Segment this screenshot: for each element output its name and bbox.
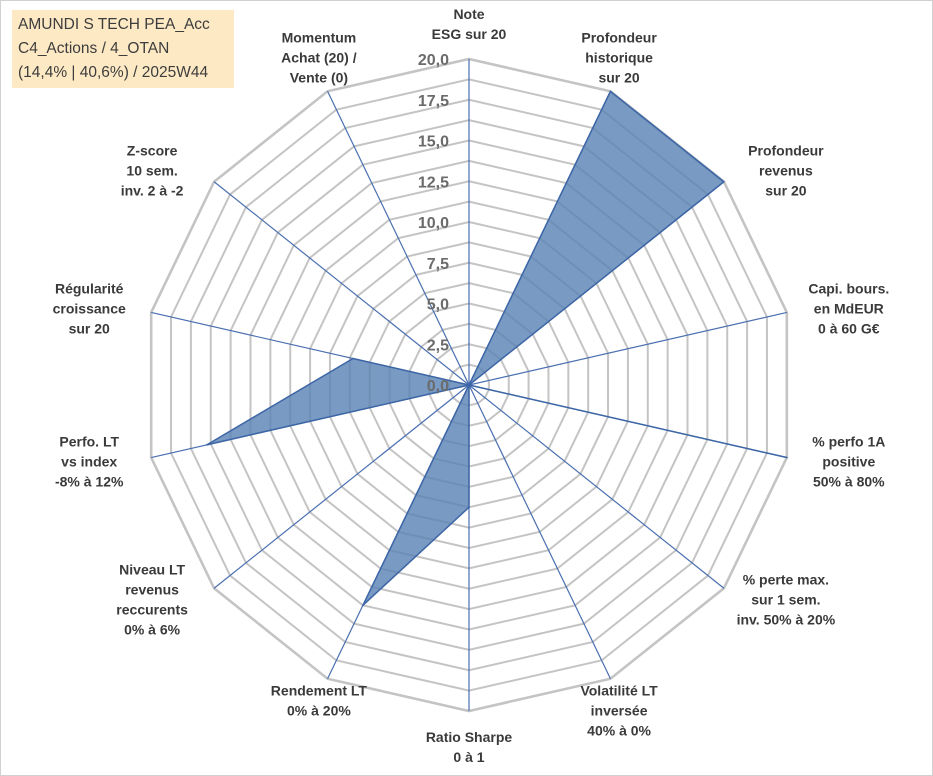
axis-label: Capi. bours. en MdEUR 0 à 60 G€	[808, 281, 889, 337]
axis-label-line: 40% à 0%	[587, 723, 651, 739]
axis-spoke	[468, 384, 725, 589]
axis-label: Régularité croissance sur 20	[53, 281, 126, 337]
axis-label-line: Z-score	[127, 143, 178, 159]
fund-name: AMUNDI S TECH PEA_Acc	[18, 16, 210, 33]
axis-label-line: inv. 2 à -2	[121, 183, 184, 199]
fund-title-box: AMUNDI S TECH PEA_Acc C4_Actions / 4_OTA…	[12, 10, 234, 88]
axis-label-line: Niveau LT	[119, 562, 185, 578]
axis-spoke	[468, 311, 787, 386]
axis-label-line: Capi. bours.	[808, 281, 889, 297]
tick-label: 5,0	[427, 297, 449, 314]
axis-label: Ratio Sharpe 0 à 1	[426, 729, 513, 765]
axis-label-line: Volatilité LT	[580, 683, 658, 699]
axis-label-line: ESG sur 20	[432, 26, 507, 42]
axis-label-line: vs index	[61, 454, 117, 470]
axis-label-line: revenus	[759, 163, 813, 179]
series-point	[205, 444, 208, 446]
radial-tick-labels: 0,0 2,5 5,0 7,5 10,0 12,5 15,0 17,5 20,0	[418, 52, 449, 395]
axis-label: Perfo. LT vs index -8% à 12%	[55, 434, 124, 490]
series-point	[352, 357, 354, 360]
series-point	[609, 90, 612, 93]
series-point	[362, 604, 364, 607]
axis-label: % perfo 1A positive 50% à 80%	[812, 434, 885, 490]
axis-label-line: reccurents	[116, 602, 188, 618]
axis-label: Rendement LT 0% à 20%	[271, 683, 368, 719]
axis-label-line: Perfo. LT	[59, 434, 119, 450]
series-point	[786, 456, 788, 459]
axis-label-line: Ratio Sharpe	[426, 729, 513, 745]
axis-label: Z-score 10 sem. inv. 2 à -2	[121, 143, 184, 199]
series-area	[206, 90, 788, 607]
axis-spoke	[213, 181, 470, 386]
axis-label-line: 10 sem.	[126, 163, 177, 179]
axis-label-line: % perte max.	[743, 572, 829, 588]
axis-label-line: Rendement LT	[271, 683, 368, 699]
axis-label-line: sur 1 sem.	[751, 592, 820, 608]
axis-label: Niveau LT revenus reccurents 0% à 6%	[116, 562, 188, 638]
axis-label-line: Note	[453, 6, 484, 22]
axis-label-line: inv. 50% à 20%	[737, 612, 836, 628]
tick-label: 0,0	[427, 378, 449, 395]
axis-label-line: inversée	[591, 703, 648, 719]
series-point	[723, 180, 725, 183]
axis-spoke	[213, 384, 470, 589]
tick-label: 10,0	[418, 215, 449, 232]
axis-label-line: Profondeur	[748, 143, 824, 159]
radar-series	[205, 90, 788, 607]
axis-spoke	[468, 384, 611, 679]
fund-stats: (14,4% | 40,6%) / 2025W44	[18, 64, 209, 81]
axis-label: Volatilité LT inversée 40% à 0%	[580, 683, 658, 739]
axis-label-line: croissance	[53, 301, 126, 317]
axis-label-line: positive	[822, 454, 875, 470]
axis-label-line: Profondeur	[581, 29, 657, 45]
axis-label: Note ESG sur 20	[432, 6, 507, 42]
axis-label-line: Momentum	[282, 29, 357, 45]
axis-label-line: revenus	[125, 582, 179, 598]
axis-label-line: 0 à 1	[453, 749, 484, 765]
axis-label-line: sur 20	[598, 69, 639, 85]
axis-label-line: 0 à 60 G€	[818, 321, 880, 337]
tick-label: 7,5	[427, 256, 449, 273]
axis-label-line: 50% à 80%	[813, 474, 885, 490]
axis-label-line: Achat (20) /	[281, 49, 357, 65]
axis-label-line: historique	[585, 49, 653, 65]
axis-label: Profondeur revenus sur 20	[748, 143, 824, 199]
axis-label-line: 0% à 6%	[124, 622, 181, 638]
axis-label: Profondeur historique sur 20	[581, 29, 657, 85]
series-point	[468, 384, 470, 386]
tick-label: 17,5	[418, 93, 449, 110]
tick-label: 15,0	[418, 134, 449, 151]
axis-label: % perte max. sur 1 sem. inv. 50% à 20%	[737, 572, 836, 628]
axis-label-line: en MdEUR	[814, 301, 884, 317]
axis-label-line: Vente (0)	[290, 69, 348, 85]
axis-label-line: sur 20	[765, 183, 806, 199]
axis-label-line: Régularité	[55, 281, 124, 297]
axis-spoke	[327, 91, 470, 386]
tick-label: 2,5	[427, 337, 449, 354]
fund-category: C4_Actions / 4_OTAN	[18, 40, 170, 57]
tick-label: 20,0	[418, 52, 449, 69]
axis-label: Momentum Achat (20) / Vente (0)	[281, 29, 357, 85]
axis-labels: Note ESG sur 20 Profondeur historique sur 20…	[53, 6, 890, 765]
axis-label-line: % perfo 1A	[812, 434, 885, 450]
axis-label-line: 0% à 20%	[287, 703, 351, 719]
axis-label-line: sur 20	[69, 321, 110, 337]
axis-label-line: -8% à 12%	[55, 474, 124, 490]
series-point	[468, 506, 470, 509]
tick-label: 12,5	[418, 174, 449, 191]
